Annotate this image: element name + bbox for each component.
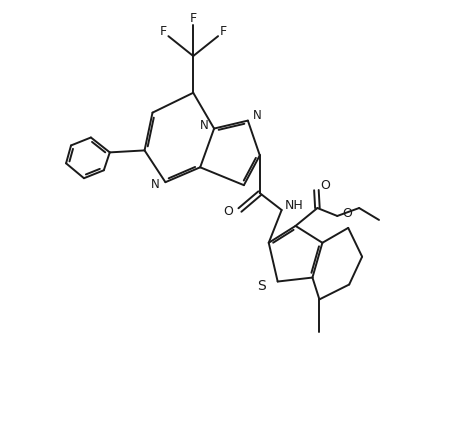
Text: N: N xyxy=(253,109,261,122)
Text: O: O xyxy=(320,179,330,192)
Text: O: O xyxy=(342,208,352,220)
Text: O: O xyxy=(223,206,233,219)
Text: F: F xyxy=(160,25,167,38)
Text: N: N xyxy=(199,119,208,132)
Text: F: F xyxy=(190,12,197,25)
Text: S: S xyxy=(257,279,266,292)
Text: N: N xyxy=(151,178,159,191)
Text: NH: NH xyxy=(285,198,303,211)
Text: F: F xyxy=(219,25,227,38)
